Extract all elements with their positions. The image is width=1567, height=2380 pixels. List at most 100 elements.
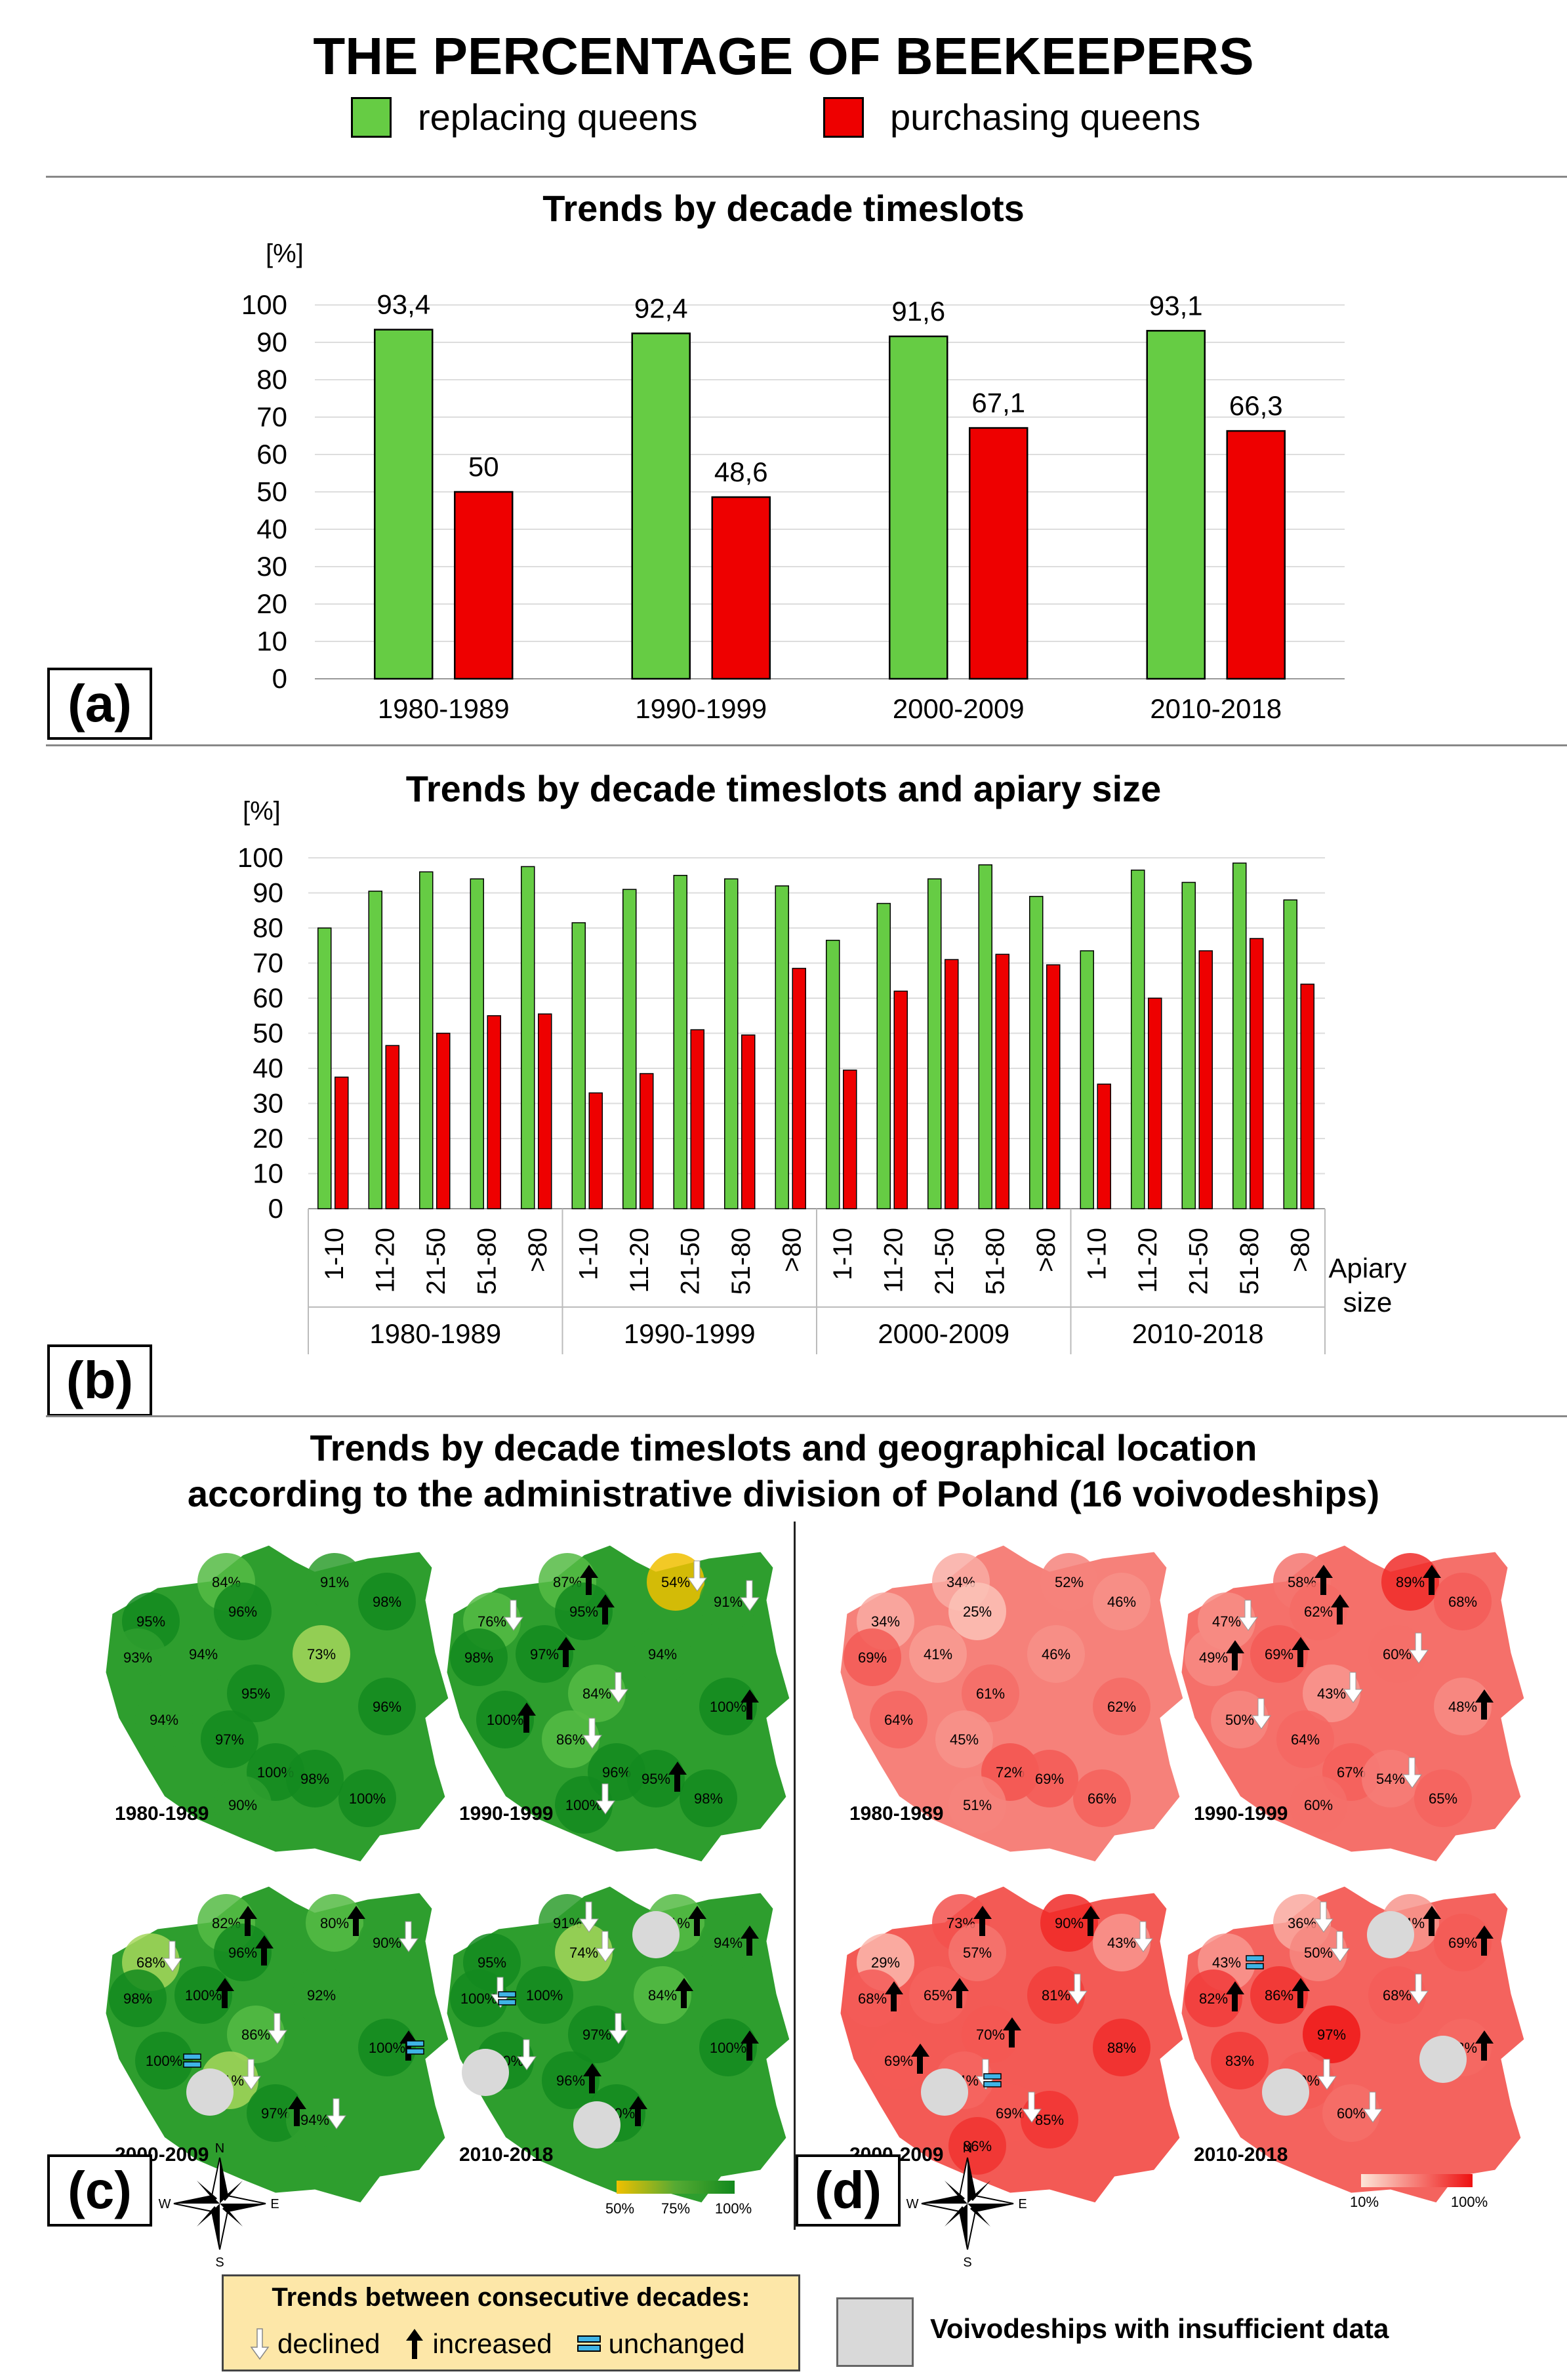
increased-label: increased [432, 2328, 552, 2359]
bar-replacing [631, 333, 691, 680]
voivodeship-region [962, 1664, 1019, 1722]
bar-purchasing [945, 959, 959, 1209]
voivodeship-region [1040, 1894, 1098, 1952]
voivodeship-value: 96% [228, 1603, 257, 1620]
red-scale-min: 10% [1350, 2194, 1379, 2210]
voivodeship-region [1093, 2019, 1150, 2076]
voivodeship-region [1434, 1914, 1492, 1971]
voivodeship-region [358, 1573, 416, 1630]
panel-b-ytick: 70 [253, 948, 283, 978]
unchanged-equals-icon [1246, 1963, 1264, 1969]
insufficient-region [632, 1911, 680, 1958]
bar-purchasing [690, 1029, 704, 1209]
voivodeship-value: 97% [1317, 2027, 1346, 2043]
declined-arrow-icon [1409, 1973, 1429, 2005]
voivodeship-region [450, 1969, 508, 2027]
voivodeship-value: 100% [146, 2053, 182, 2069]
voivodeship-value: 93% [123, 1649, 152, 1666]
voivodeship-value: 47% [1212, 1613, 1241, 1630]
voivodeship-value: 96% [602, 1764, 631, 1781]
maps-area: 84% 91% 95% 96% 98% 93% 94% 73% 95% 96% 94% 97% 100%… [104, 1543, 1526, 2270]
map-decade-label: 1990-1999 [459, 1803, 553, 1825]
voivodeship-value: 96% [228, 1945, 257, 1961]
increased-arrow-icon [239, 1906, 257, 1936]
panel-b-size-tick: 11-20 [879, 1228, 908, 1293]
panel-b-size-tick: 11-20 [625, 1228, 654, 1293]
panel-b-size-tick: 51-80 [472, 1228, 501, 1295]
increased-arrow-icon [741, 1926, 759, 1956]
voivodeship-region [214, 1924, 272, 1981]
voivodeship-region [627, 1750, 685, 1807]
voivodeship-value: 90% [1055, 1915, 1084, 1931]
panel-b-size-tick: 11-20 [1133, 1228, 1162, 1293]
voivodeship-value: 43% [1317, 1685, 1346, 1702]
voivodeship-value: 65% [1429, 1790, 1457, 1807]
panel-a-ylabel: [%] [266, 239, 304, 268]
insufficient-region [462, 2049, 509, 2096]
bar-purchasing [1226, 430, 1286, 680]
bar-purchasing [741, 1034, 756, 1209]
panel-b-size-tick: 21-50 [422, 1228, 451, 1295]
voivodeship-region [909, 1625, 967, 1683]
declined-arrow-icon [504, 1600, 523, 1631]
maps-vertical-divider [794, 1522, 796, 2230]
panel-a-chart: [%] 0 10 20 30 40 50 60 70 80 90 100 93,4 50 1980-1989… [241, 239, 1345, 724]
red-scale-max: 100% [1451, 2194, 1488, 2210]
increased-arrow-icon [741, 1689, 759, 1720]
panel-a-ytick: 0 [272, 663, 287, 694]
voivodeship-region [680, 1769, 737, 1827]
voivodeship-value: 85% [1035, 2112, 1064, 2128]
voivodeship-value: 95% [569, 1603, 598, 1620]
voivodeship-value: 69% [1448, 1935, 1477, 1951]
voivodeship-value: 100% [487, 1712, 523, 1728]
voivodeship-value: 29% [871, 1954, 900, 1971]
panel-b-size-tick: >80 [523, 1228, 552, 1272]
panel-b-group-label: 1980-1989 [369, 1318, 501, 1349]
voivodeship-value: 97% [261, 2105, 290, 2122]
voivodeship-value: 67% [1337, 1764, 1366, 1781]
voivodeship-value: 69% [1265, 1646, 1293, 1663]
voivodeship-region [293, 1966, 350, 2024]
voivodeship-value: 46% [1042, 1646, 1070, 1663]
legend-purchasing: purchasing queens [823, 96, 1200, 138]
voivodeship-value: 95% [478, 1954, 506, 1971]
voivodeship-value: 98% [300, 1771, 329, 1787]
voivodeship-region [1185, 1628, 1242, 1686]
voivodeship-value: 92% [307, 1987, 336, 2004]
voivodeship-region [948, 2117, 1006, 2175]
declined-arrow-icon [1317, 2059, 1337, 2090]
declined-arrow-icon [740, 1580, 760, 1611]
panel-a-ytick: 50 [256, 476, 287, 507]
panel-a-ytick: 30 [256, 551, 287, 582]
voivodeship-region [909, 1966, 967, 2024]
panel-a-xtick: 1980-1989 [378, 693, 510, 724]
bar-replacing [724, 878, 739, 1209]
voivodeship-value: 90% [228, 1797, 257, 1813]
voivodeship-region [948, 1924, 1006, 1981]
voivodeship-value: 34% [871, 1613, 900, 1630]
voivodeship-region [555, 1924, 613, 1981]
unchanged-equals-icon [983, 2081, 1002, 2088]
voivodeship-value: 62% [1107, 1699, 1136, 1715]
voivodeship-region [1362, 1750, 1419, 1807]
voivodeship-value: 98% [694, 1790, 723, 1807]
declined-arrow-icon [399, 1921, 418, 1952]
panel-b-size-tick: 1-10 [574, 1228, 603, 1280]
panel-b-ytick: 90 [253, 877, 283, 908]
voivodeship-value: 100% [710, 2040, 746, 2056]
voivodeship-value: 94% [714, 1935, 743, 1951]
voivodeship-value: 100% [349, 1790, 386, 1807]
voivodeship-region [1414, 1769, 1472, 1827]
voivodeship-value: 68% [136, 1954, 165, 1971]
increased-arrow-icon [1003, 2017, 1021, 2047]
voivodeship-value: 100% [185, 1987, 222, 2004]
increased-arrow-icon [1475, 2030, 1494, 2061]
panel-b-label: (b) [47, 1344, 152, 1417]
voivodeship-value: 86% [241, 2027, 270, 2043]
voivodeship-region [1290, 1776, 1347, 1834]
increased-arrow-icon [216, 1978, 234, 2008]
bar-purchasing [711, 496, 771, 680]
voivodeship-value: 50% [1304, 1945, 1333, 1961]
compass-icon: N S E W [159, 2141, 279, 2270]
increased-arrow-icon [1423, 1906, 1441, 1936]
